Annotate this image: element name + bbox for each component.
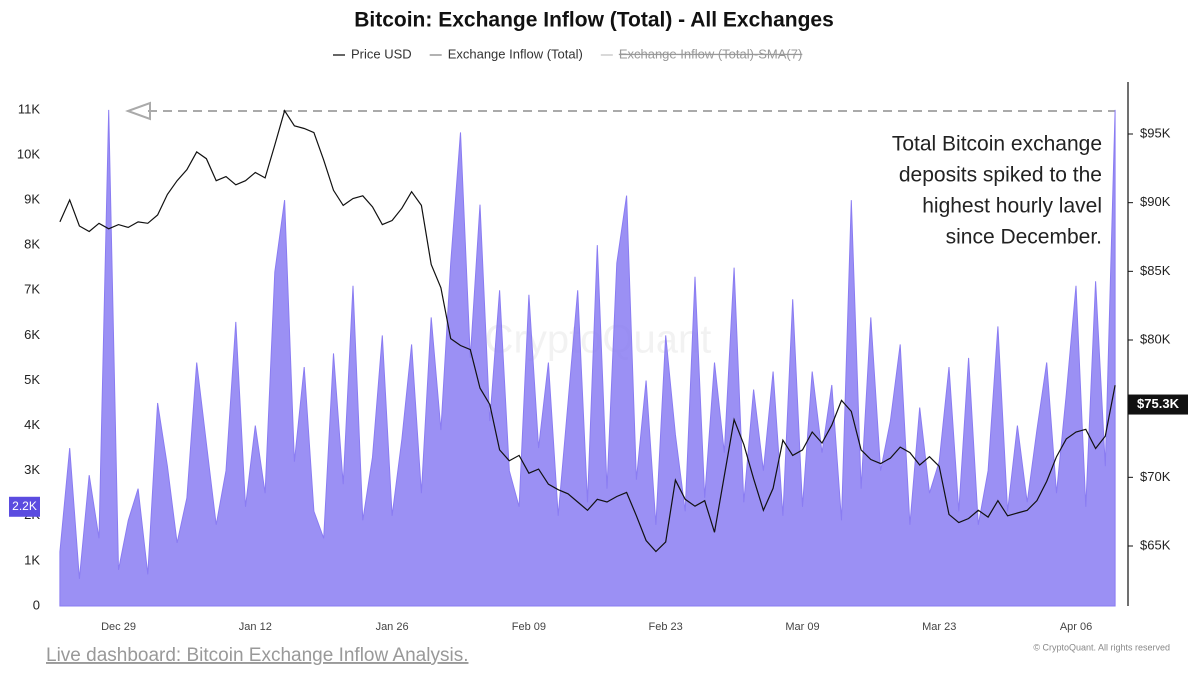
x-tick-label: Mar 23 <box>922 621 956 633</box>
copyright: © CryptoQuant. All rights reserved <box>1033 642 1170 652</box>
y2-tick-label: $85K <box>1140 263 1171 278</box>
y-tick-label: 5K <box>24 372 40 387</box>
y-tick-label: 1K <box>24 552 40 567</box>
y2-tick-label: $70K <box>1140 469 1171 484</box>
y2-tick-label: $90K <box>1140 194 1171 209</box>
y-tick-label: 11K <box>18 101 40 116</box>
y-tick-label: 0 <box>33 597 40 612</box>
y-tick-label: 7K <box>24 282 40 297</box>
current-inflow-label: 2.2K <box>12 499 37 513</box>
x-tick-label: Feb 09 <box>512 621 546 633</box>
legend-label: Exchange Inflow (Total)-SMA(7) <box>619 46 803 61</box>
current-price-badge <box>1128 394 1188 415</box>
x-tick-label: Mar 09 <box>785 621 819 633</box>
y-tick-label: 6K <box>24 327 40 342</box>
y-tick-label: 9K <box>24 192 40 207</box>
annotation-line: highest hourly lavel <box>922 195 1102 218</box>
legend-label: Price USD <box>351 46 412 61</box>
x-tick-label: Feb 23 <box>649 621 683 633</box>
x-tick-label: Dec 29 <box>101 621 136 633</box>
annotation-line: since December. <box>946 226 1102 249</box>
annotation-line: deposits spiked to the <box>899 164 1102 187</box>
x-tick-label: Apr 06 <box>1060 621 1092 633</box>
chart-title: Bitcoin: Exchange Inflow (Total) - All E… <box>354 9 834 32</box>
y-tick-label: 10K <box>17 146 40 161</box>
legend-label: Exchange Inflow (Total) <box>448 46 583 61</box>
x-tick-label: Jan 12 <box>239 621 272 633</box>
y2-tick-label: $95K <box>1140 125 1171 140</box>
inflow-area <box>59 109 1116 607</box>
annotation-line: Total Bitcoin exchange <box>892 133 1102 156</box>
current-inflow-badge <box>9 496 40 517</box>
y-tick-label: 4K <box>24 417 40 432</box>
x-tick-label: Jan 26 <box>376 621 409 633</box>
y2-tick-label: $65K <box>1140 537 1171 552</box>
dashboard-link[interactable]: Live dashboard: Bitcoin Exchange Inflow … <box>46 645 468 666</box>
y-tick-label: 3K <box>24 462 40 477</box>
y2-tick-label: $80K <box>1140 331 1171 346</box>
price-line <box>59 109 1116 553</box>
reference-arrow-head <box>125 101 151 121</box>
current-price-label: $75.3K <box>1137 396 1180 411</box>
y-tick-label: 8K <box>24 237 40 252</box>
